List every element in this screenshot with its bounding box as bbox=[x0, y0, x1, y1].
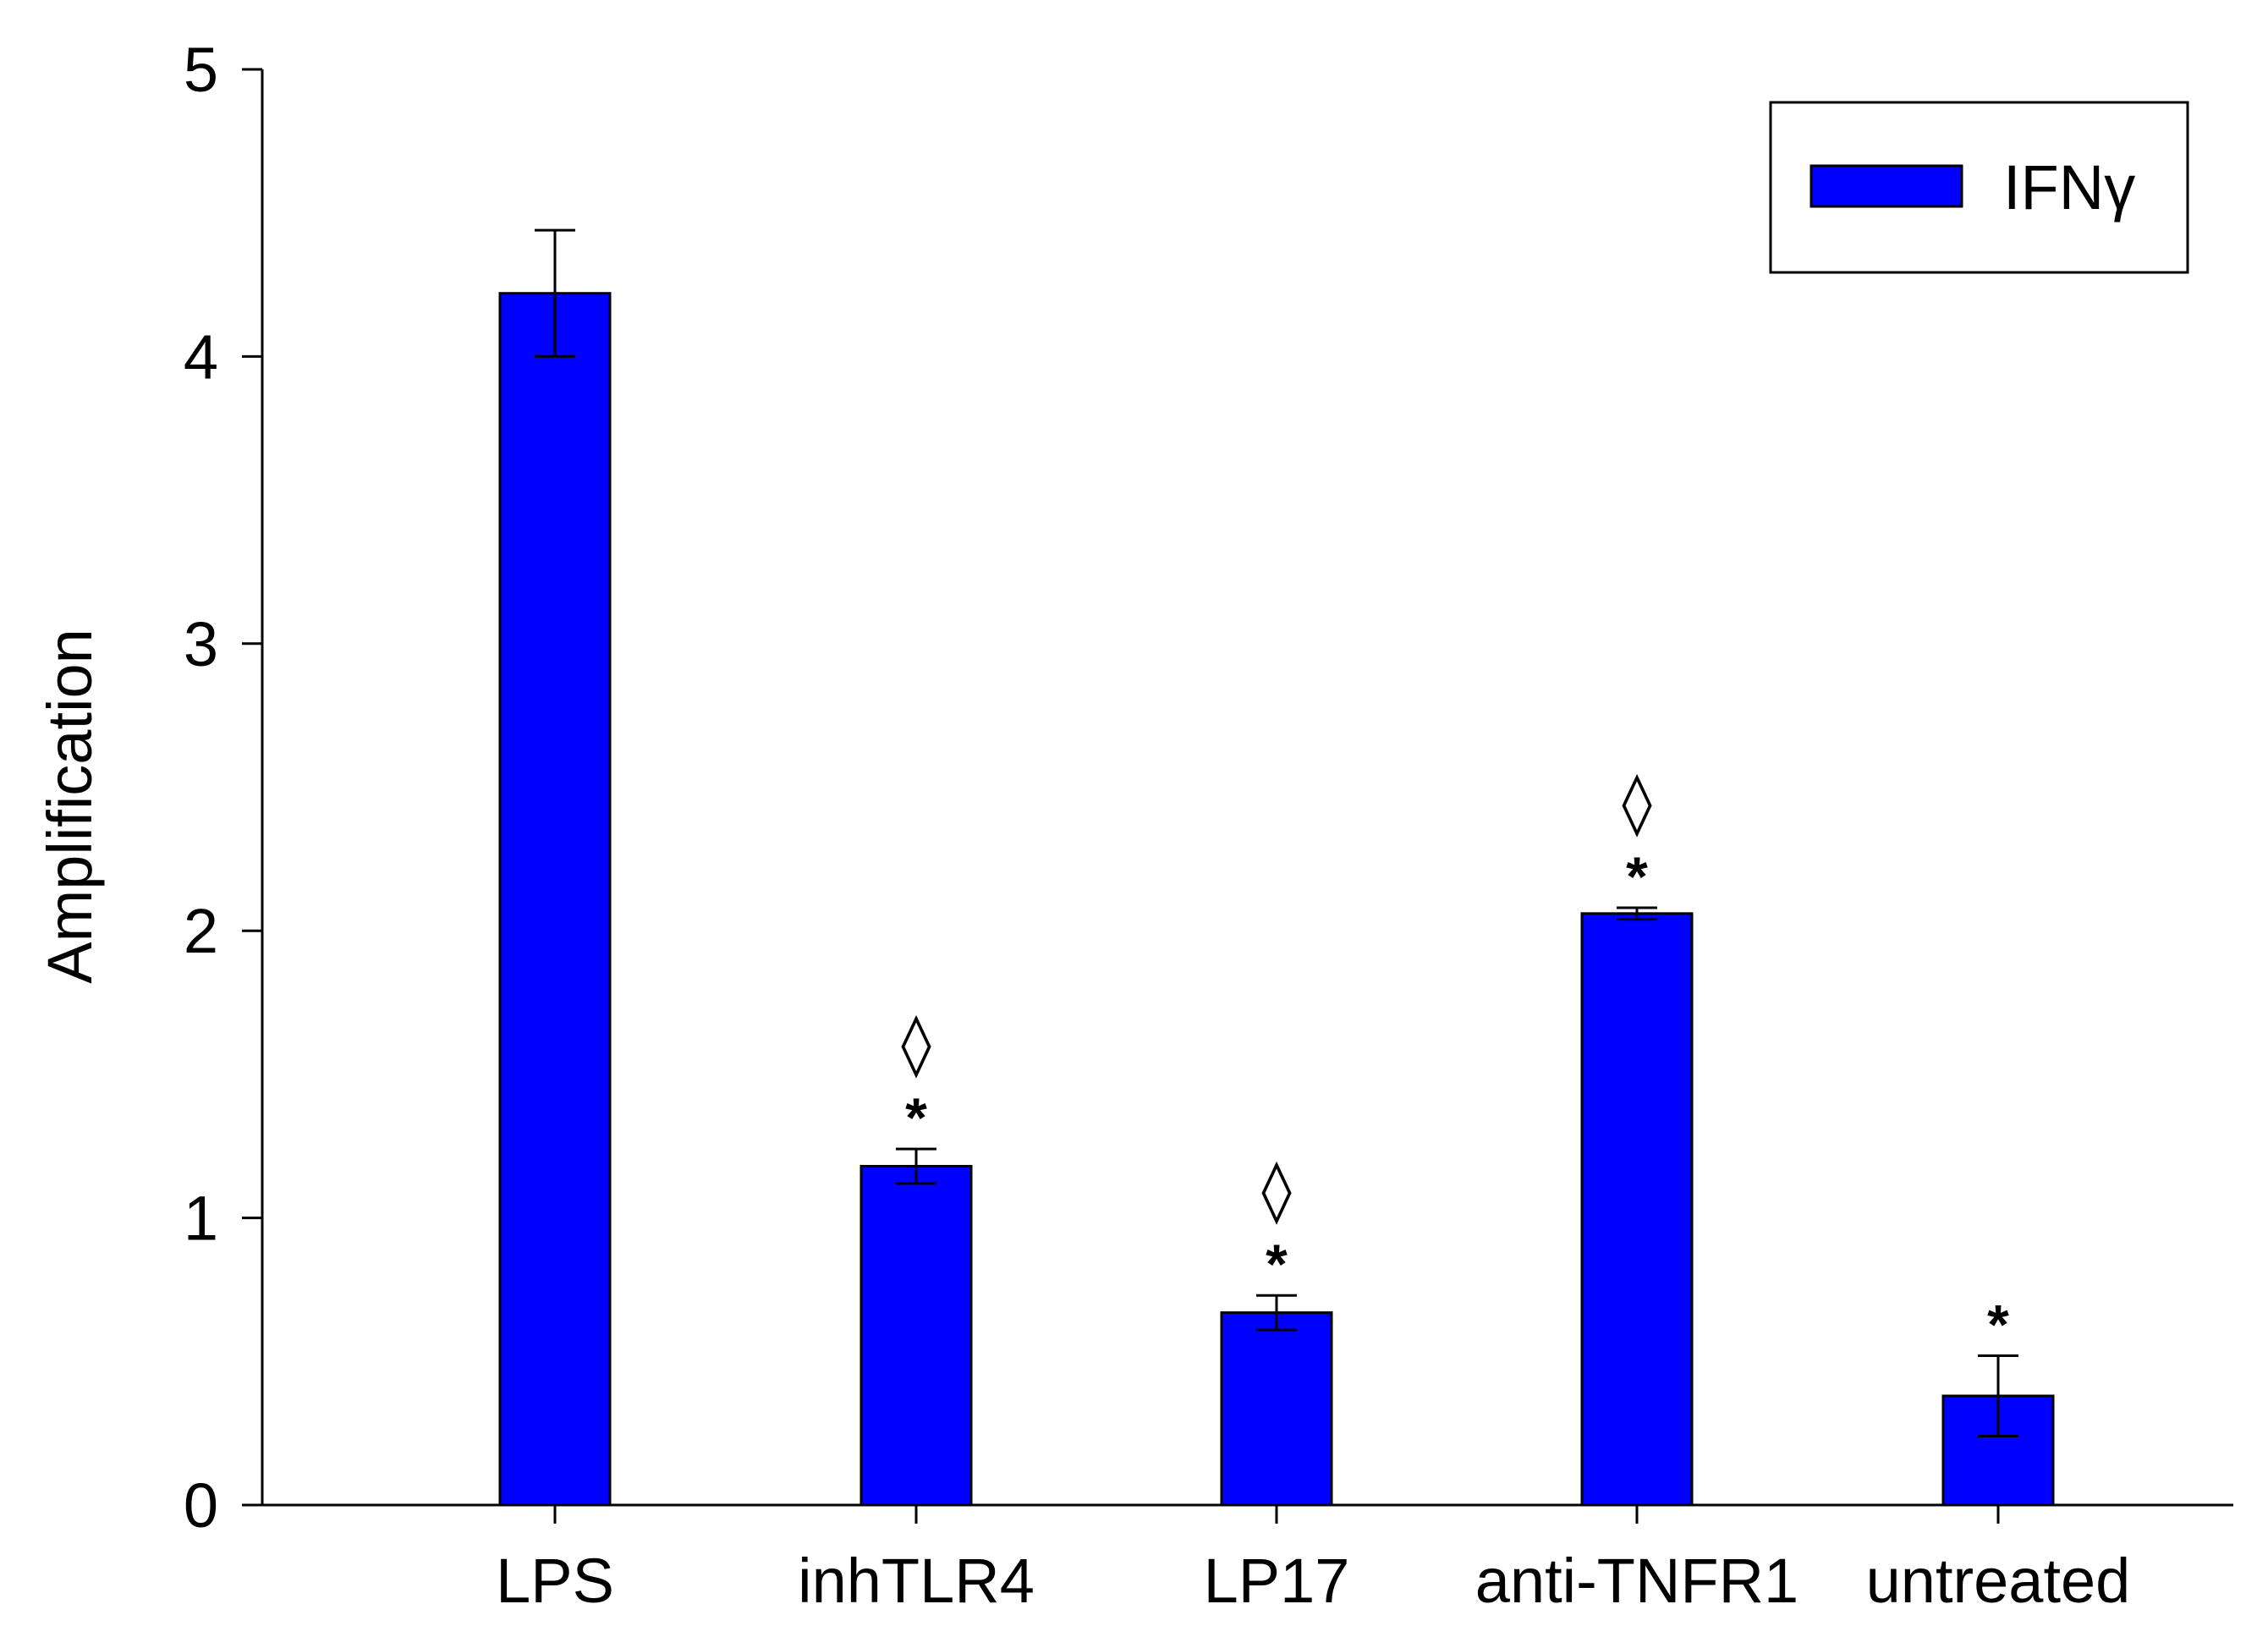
bar bbox=[859, 1165, 973, 1507]
significance-star: * bbox=[905, 1086, 927, 1149]
significance-diamond: ◊ bbox=[901, 1008, 931, 1079]
bar bbox=[1580, 912, 1694, 1507]
error-bar bbox=[896, 1147, 936, 1185]
x-tick-label: anti-TNFR1 bbox=[1475, 1546, 1798, 1616]
x-tick-labels: LPS inhTLR4 LP17 anti-TNFR1 untreated bbox=[496, 1505, 2130, 1616]
legend-label: IFNγ bbox=[2003, 152, 2135, 222]
bar bbox=[498, 292, 612, 1507]
x-tick-label: LPS bbox=[496, 1546, 614, 1616]
legend: IFNγ bbox=[1769, 101, 2189, 274]
x-tick-label: inhTLR4 bbox=[798, 1546, 1035, 1616]
y-ticks: 0 1 2 3 4 5 bbox=[184, 35, 262, 1541]
error-bars bbox=[535, 228, 2018, 1438]
y-tick-label: 0 bbox=[184, 1470, 218, 1541]
legend-swatch bbox=[1809, 164, 1963, 208]
error-bar bbox=[1978, 1354, 2018, 1438]
y-tick-label: 4 bbox=[184, 321, 218, 392]
y-tick-label: 3 bbox=[184, 609, 218, 679]
bar bbox=[1220, 1311, 1333, 1507]
significance-diamond: ◊ bbox=[1622, 766, 1652, 838]
error-bar bbox=[1617, 906, 1657, 921]
significance-diamond: ◊ bbox=[1261, 1154, 1292, 1225]
y-tick-label: 1 bbox=[184, 1184, 218, 1254]
y-tick-label: 2 bbox=[184, 896, 218, 966]
error-bar bbox=[535, 228, 575, 358]
significance-star: * bbox=[1626, 845, 1648, 908]
y-axis-title: Amplification bbox=[35, 629, 105, 984]
x-tick-label: untreated bbox=[1866, 1546, 2131, 1616]
significance-annotations: * ◊ * ◊ * ◊ * bbox=[901, 766, 2009, 1355]
y-tick-label: 5 bbox=[184, 35, 218, 105]
error-bar bbox=[1256, 1294, 1297, 1332]
bars bbox=[498, 292, 2055, 1507]
significance-star: * bbox=[1266, 1233, 1288, 1295]
x-tick-label: LP17 bbox=[1204, 1546, 1350, 1616]
significance-star: * bbox=[1987, 1294, 2009, 1356]
